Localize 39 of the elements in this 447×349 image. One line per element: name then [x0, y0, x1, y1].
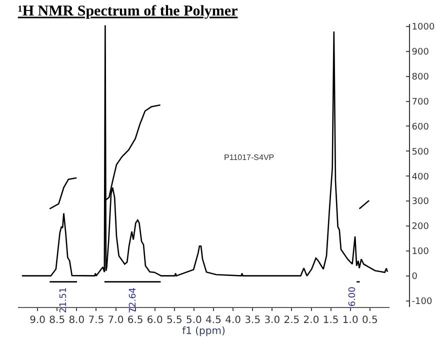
x-tick-label: 6.5: [127, 315, 144, 326]
y-tick-label: 100: [412, 247, 430, 258]
x-tick-label: 8.0: [68, 315, 85, 326]
x-tick-label: 5.0: [186, 315, 202, 326]
x-tick-label: 9.0: [30, 315, 46, 326]
annotation: 72.64: [128, 287, 138, 314]
line-series: [21, 24, 388, 276]
annotation: 6.00: [348, 286, 358, 307]
x-axis-title: f1 (ppm): [182, 326, 226, 337]
x-tick-label: 4.5: [206, 315, 222, 326]
x-tick-label: 0.5: [362, 315, 378, 326]
y-tick-label: 1000: [412, 22, 435, 33]
line-series: [49, 177, 78, 210]
annotation: 21.51: [59, 287, 70, 314]
y-tick-label: 800: [412, 72, 430, 83]
x-tick-label: 1.0: [342, 315, 358, 326]
x-tick-label: 3.5: [244, 315, 261, 326]
y-tick-label: -100: [412, 296, 432, 307]
x-tick-label: 4.0: [225, 315, 242, 326]
x-tick-label: 2.5: [284, 315, 300, 326]
x-tick-label: 7.5: [88, 315, 104, 326]
chart-title: ¹H NMR Spectrum of the Polymer: [18, 4, 238, 20]
x-tick-label: 7.0: [108, 315, 124, 326]
x-tick-label: 3.0: [264, 315, 280, 326]
y-tick-label: 400: [412, 172, 430, 182]
line-series: [104, 104, 161, 202]
y-tick-label: 900: [412, 48, 430, 58]
y-tick-label: 600: [412, 122, 430, 132]
x-tick-label: 8.5: [49, 315, 66, 326]
y-tick-label: 300: [412, 197, 430, 208]
x-tick-label: 1.5: [322, 315, 339, 326]
y-tick-label: 0: [412, 272, 418, 282]
x-tick-label: 2.0: [303, 315, 320, 326]
x-tick-label: 5.5: [166, 315, 182, 326]
y-tick-label: 200: [412, 222, 430, 232]
y-tick-label: 700: [412, 97, 430, 108]
annotation: P11017-S4VP: [224, 153, 274, 162]
y-tick-label: 500: [412, 147, 430, 158]
x-tick-label: 6.0: [146, 315, 163, 326]
